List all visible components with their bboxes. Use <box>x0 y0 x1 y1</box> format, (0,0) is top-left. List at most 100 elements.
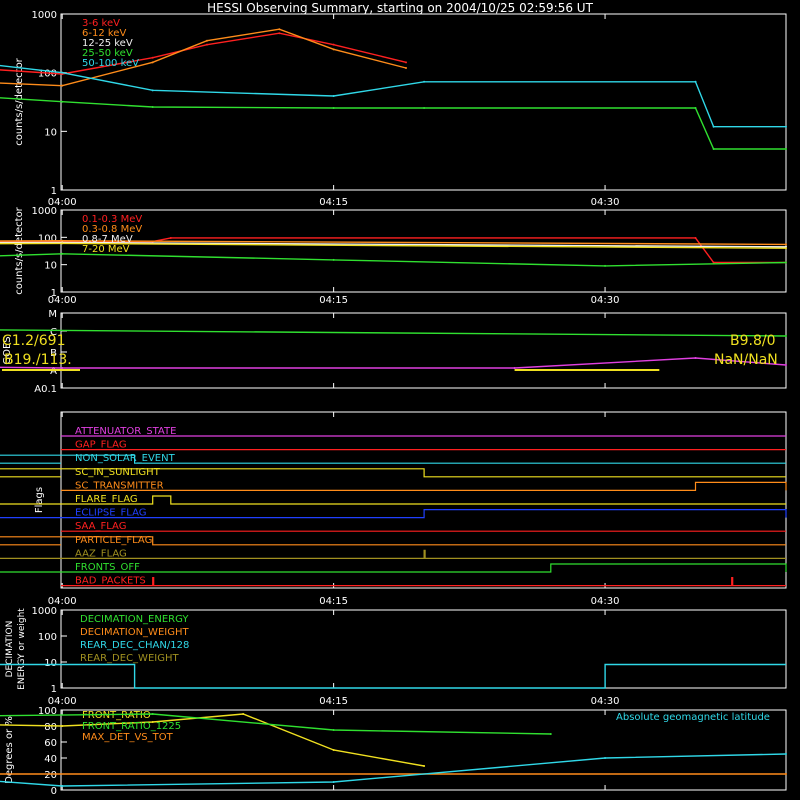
series-0-0-line <box>0 32 407 75</box>
x-tick-label: 04:00 <box>48 197 77 208</box>
goes-annotation: C1.2/691 <box>2 333 65 349</box>
legend-entry: DECIMATION_WEIGHT <box>80 627 189 638</box>
x-tick-label: 04:15 <box>319 596 348 607</box>
decimation-series <box>0 663 786 689</box>
flag-label: GAP_FLAG <box>75 440 127 451</box>
y-tick-label: 1 <box>51 684 57 695</box>
y-tick-label: 10 <box>44 658 57 669</box>
y-tick-label: A <box>50 366 57 377</box>
series-0-3-line <box>0 97 786 150</box>
flag-trace <box>0 536 786 546</box>
legend-entry: 0.3-0.8 MeV <box>82 224 142 235</box>
flag-label: SC_IN_SUNLIGHT <box>75 467 161 478</box>
legend-entry: FRONT_RATIO_1225 <box>82 721 181 732</box>
flag-trace <box>0 495 786 505</box>
panel-frame <box>60 709 787 791</box>
y-tick-label: 80 <box>44 722 57 733</box>
flag-label: AAZ_FLAG <box>75 548 127 559</box>
legend-entry: 0.1-0.3 MeV <box>82 214 142 225</box>
legend-entry: 25-50 keV <box>82 48 133 59</box>
y-tick-label: 100 <box>38 233 57 244</box>
ratio-series-1-line <box>0 713 551 735</box>
y-tick-label: 0 <box>51 786 57 797</box>
x-tick-label: 04:30 <box>591 197 620 208</box>
x-tick-label: 04:00 <box>48 596 77 607</box>
y-tick-label: C <box>50 327 57 338</box>
series-1-4-line <box>0 253 787 267</box>
y-axis-label: GOES <box>2 336 13 364</box>
legend-entry: MAX_DET_VS_TOT <box>82 732 174 743</box>
y-tick-label: 60 <box>44 738 57 749</box>
y-axis-label: Flags <box>34 487 45 513</box>
legend-entry: 50-100 keV <box>82 58 139 69</box>
x-tick-label: 04:00 <box>48 696 77 707</box>
y-tick-label: 1000 <box>32 10 57 21</box>
x-tick-label: 04:15 <box>319 696 348 707</box>
legend-entry: REAR_DEC_CHAN/128 <box>80 640 189 651</box>
x-tick-label: 04:15 <box>319 197 348 208</box>
x-tick-label: 04:30 <box>591 295 620 306</box>
series-1-0-line <box>0 237 786 264</box>
x-tick-label: 04:15 <box>319 295 348 306</box>
series-0-4-line <box>0 64 786 128</box>
y-tick-label: A0.1 <box>34 384 57 395</box>
series-1-3-line <box>0 242 787 249</box>
y-tick-label: 100 <box>38 706 57 717</box>
legend-entry: 3-6 keV <box>82 18 120 29</box>
flag-label: SAA_FLAG <box>75 521 126 532</box>
y-tick-label: 10 <box>44 261 57 272</box>
legend-entry: 12-25 keV <box>82 38 133 49</box>
y-tick-label: 10 <box>44 127 57 138</box>
x-tick-label: 04:30 <box>591 696 620 707</box>
panel-frame <box>60 312 787 389</box>
panel-frame <box>60 209 787 293</box>
flag-trace <box>0 468 786 478</box>
y-tick-label: 100 <box>38 632 57 643</box>
goes-series-0 <box>0 329 787 337</box>
y-axis-label: counts/s/detector <box>14 206 25 294</box>
legend-entry: Absolute geomagnetic latitude <box>616 712 770 723</box>
flag-label: BAD_PACKETS <box>75 576 146 587</box>
y-tick-label: 1000 <box>32 206 57 217</box>
flag-label: ECLIPSE_FLAG <box>75 508 146 519</box>
flag-label: ATTENUATOR_STATE <box>75 426 176 437</box>
flag-label: SC_TRANSMITTER <box>75 480 164 491</box>
ratio-series-3-line <box>0 753 787 787</box>
y-axis-label: DECIMATION <box>5 621 15 678</box>
flag-trace <box>0 563 787 573</box>
legend-entry: REAR_DEC_WEIGHT <box>80 653 179 664</box>
y-tick-label: 20 <box>44 770 57 781</box>
legend-entry: DECIMATION_ENERGY <box>80 614 189 625</box>
y-tick-label: 1 <box>51 288 57 299</box>
y-tick-label: M <box>48 309 57 320</box>
goes-annotation: B9.8/0 <box>730 333 776 349</box>
panels-group: 03:0003:1503:3003:4504:0004:1504:3011010… <box>0 10 787 797</box>
x-tick-label: 04:00 <box>48 295 77 306</box>
y-tick-label: 100 <box>38 69 57 80</box>
flag-trace <box>0 509 787 519</box>
legend-entry: 6-12 keV <box>82 28 126 39</box>
y-axis-label: Degrees or % <box>4 716 15 784</box>
y-tick-label: B <box>50 348 57 359</box>
goes-series-1 <box>0 357 787 369</box>
goes-annotation: B19./113. <box>4 352 72 368</box>
flag-trace <box>0 454 786 464</box>
y-tick-label: 1 <box>51 186 57 197</box>
series-1-1-line <box>0 239 787 246</box>
flag-label: FLARE_FLAG <box>75 494 138 505</box>
y-tick-label: 40 <box>44 754 57 765</box>
flag-trace <box>0 549 786 559</box>
goes-annotation: NaN/NaN <box>714 352 778 368</box>
flag-label: NON_SOLAR_EVENT <box>75 453 176 464</box>
y-tick-label: 1000 <box>32 606 57 617</box>
legend-entry: 7-20 MeV <box>82 244 130 255</box>
x-tick-label: 04:30 <box>591 596 620 607</box>
figure-title: HESSI Observing Summary, starting on 200… <box>207 1 593 15</box>
y-axis-label: ENERGY or weight <box>17 608 27 690</box>
series-1-2-line <box>0 241 787 248</box>
flag-trace <box>61 481 787 491</box>
panel-frame <box>60 411 787 589</box>
y-axis-label: counts/s/detector <box>14 57 25 145</box>
series-0-1-line <box>0 28 407 87</box>
